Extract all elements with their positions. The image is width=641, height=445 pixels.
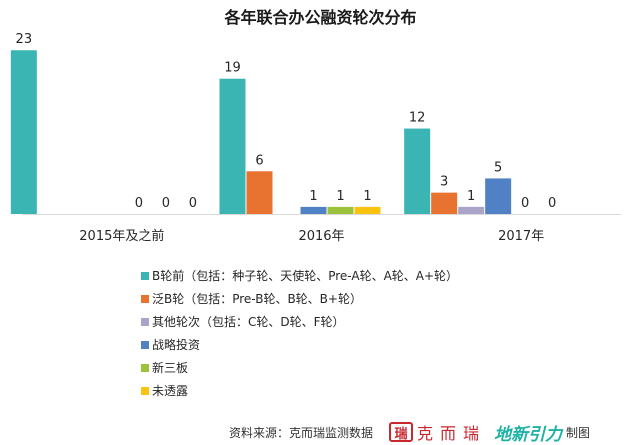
bar-2-1 (431, 192, 458, 214)
legend-item-4: 新三板 (141, 356, 458, 379)
legend-swatch-3 (141, 340, 149, 349)
x-tick-label-2: 2017年 (498, 229, 544, 244)
legend-label-1: 泛B轮（包括：Pre-B轮、B轮、B+轮） (152, 292, 362, 306)
data-label-1-4: 1 (336, 189, 344, 204)
dixinyinli-logo: 地新引力 (494, 424, 563, 445)
legend-swatch-2 (141, 317, 149, 326)
legend-item-5: 未透露 (141, 379, 458, 402)
bar-1-1 (246, 171, 273, 214)
data-label-0-3: 0 (135, 196, 143, 211)
legend-swatch-1 (141, 294, 149, 303)
data-label-0-4: 0 (162, 196, 170, 211)
source-note: 资料来源：克而瑞监测数据 (229, 425, 374, 440)
legend-item-2: 其他轮次（包括：C轮、D轮、F轮） (141, 310, 458, 333)
data-label-0-5: 0 (189, 196, 197, 211)
bar-2-3 (485, 178, 512, 214)
data-label-2-4: 0 (521, 196, 529, 211)
data-label-2-1: 3 (440, 175, 448, 190)
legend-item-3: 战略投资 (141, 333, 458, 356)
cric-logo-text: 克而瑞 (417, 424, 487, 443)
data-label-1-0: 19 (224, 61, 241, 76)
bar-chart: 23 0 0 0 2015年及之前 19 6 1 1 1 2016年 12 3 1 5 0 0 2017年 (10, 32, 621, 244)
legend-label-4: 新三板 (152, 361, 189, 375)
data-label-2-3: 5 (494, 160, 502, 175)
legend-label-3: 战略投资 (152, 338, 201, 352)
legend-swatch-0 (141, 271, 149, 280)
bar-1-3 (300, 206, 327, 214)
legend-label-0: B轮前（包括：种子轮、天使轮、Pre-A轮、A轮、A+轮） (152, 269, 459, 283)
bar-0-0 (10, 50, 37, 214)
x-tick-label-0: 2015年及之前 (79, 228, 164, 244)
legend-label-5: 未透露 (152, 384, 189, 398)
legend-item-0: B轮前（包括：种子轮、天使轮、Pre-A轮、A轮、A+轮） (141, 264, 458, 287)
legend-item-1: 泛B轮（包括：Pre-B轮、B轮、B+轮） (141, 287, 458, 310)
data-label-2-2: 1 (467, 189, 475, 204)
data-label-1-5: 1 (363, 189, 371, 204)
bar-2-0 (404, 128, 431, 214)
data-label-2-0: 12 (409, 111, 426, 126)
bar-1-4 (327, 206, 354, 214)
chart-title: 各年联合办公融资轮次分布 (224, 8, 417, 27)
legend: B轮前（包括：种子轮、天使轮、Pre-A轮、A轮、A+轮） 泛B轮（包括：Pre-… (141, 264, 458, 402)
cric-logo-seal: 瑞 (389, 422, 414, 442)
bar-1-0 (219, 78, 246, 214)
footer: 资料来源：克而瑞监测数据 瑞 克而瑞 地新引力 制图 (229, 422, 591, 445)
made-by-label: 制图 (566, 425, 591, 440)
data-label-0-0: 23 (16, 32, 33, 47)
x-tick-label-1: 2016年 (298, 229, 344, 244)
data-label-2-5: 0 (548, 196, 556, 211)
bar-1-5 (354, 206, 381, 214)
data-label-1-1: 6 (255, 153, 263, 168)
bar-2-2 (458, 206, 485, 214)
legend-swatch-4 (141, 363, 149, 372)
legend-label-2: 其他轮次（包括：C轮、D轮、F轮） (152, 315, 345, 329)
legend-swatch-5 (141, 386, 149, 395)
data-label-1-3: 1 (309, 189, 317, 204)
